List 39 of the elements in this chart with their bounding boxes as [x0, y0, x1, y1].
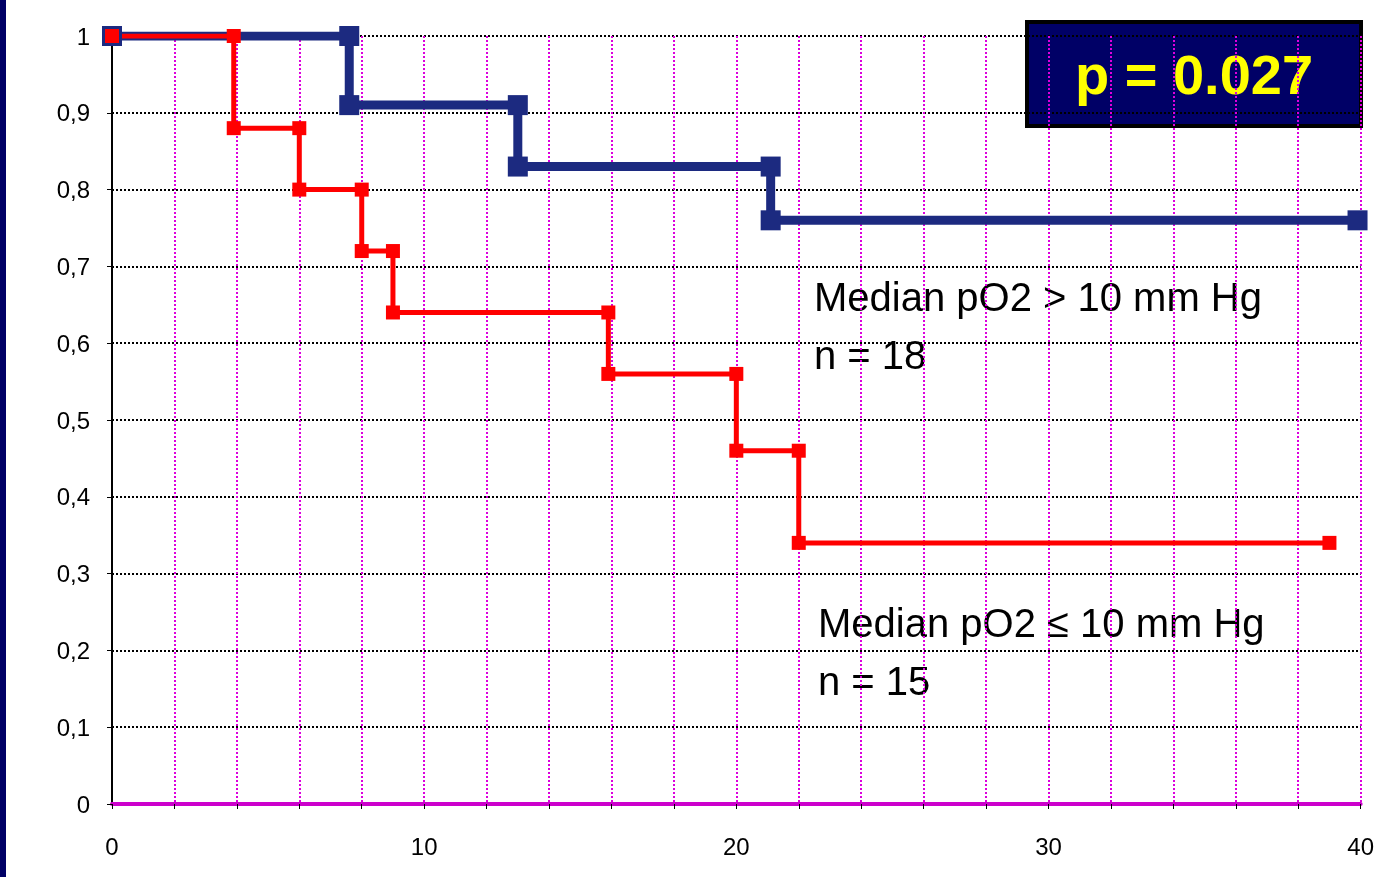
point	[385, 305, 400, 320]
point	[729, 443, 744, 458]
x-tick-label: 20	[722, 832, 750, 860]
point	[1347, 210, 1368, 231]
point	[385, 244, 400, 259]
point	[507, 95, 528, 116]
point	[1322, 535, 1337, 550]
point	[292, 121, 307, 136]
point	[601, 366, 616, 381]
annotation: p = 0.027	[1074, 42, 1314, 106]
x-tick-label: 40	[1347, 832, 1374, 860]
point	[292, 182, 307, 197]
y-tick-label: 0,8	[56, 176, 90, 204]
point	[601, 305, 616, 320]
point	[226, 121, 241, 136]
y-tick-label: 0,4	[56, 483, 90, 511]
point	[507, 156, 528, 177]
x-tick-label: 30	[1035, 832, 1062, 860]
point	[339, 26, 360, 46]
y-tick-label: 0,3	[56, 560, 90, 588]
y-tick-label: 0,5	[56, 406, 90, 434]
y-tick-label: 1	[76, 22, 90, 50]
point	[354, 244, 369, 259]
point	[339, 95, 360, 116]
point	[354, 182, 369, 197]
y-tick-label: 0,2	[56, 636, 90, 664]
y-tick-label: 0,6	[56, 329, 90, 357]
point	[791, 535, 806, 550]
x-tick-label: 10	[410, 832, 438, 860]
y-tick-label: 0,7	[56, 252, 90, 280]
y-tick-label: 0,1	[56, 713, 90, 741]
point	[760, 210, 781, 231]
y-tick-label: 0,9	[56, 99, 90, 127]
point	[226, 29, 241, 43]
point	[729, 366, 744, 381]
point	[760, 156, 781, 177]
x-tick-label: 0	[105, 832, 119, 860]
point	[791, 443, 806, 458]
y-tick-label: 0	[76, 790, 90, 818]
